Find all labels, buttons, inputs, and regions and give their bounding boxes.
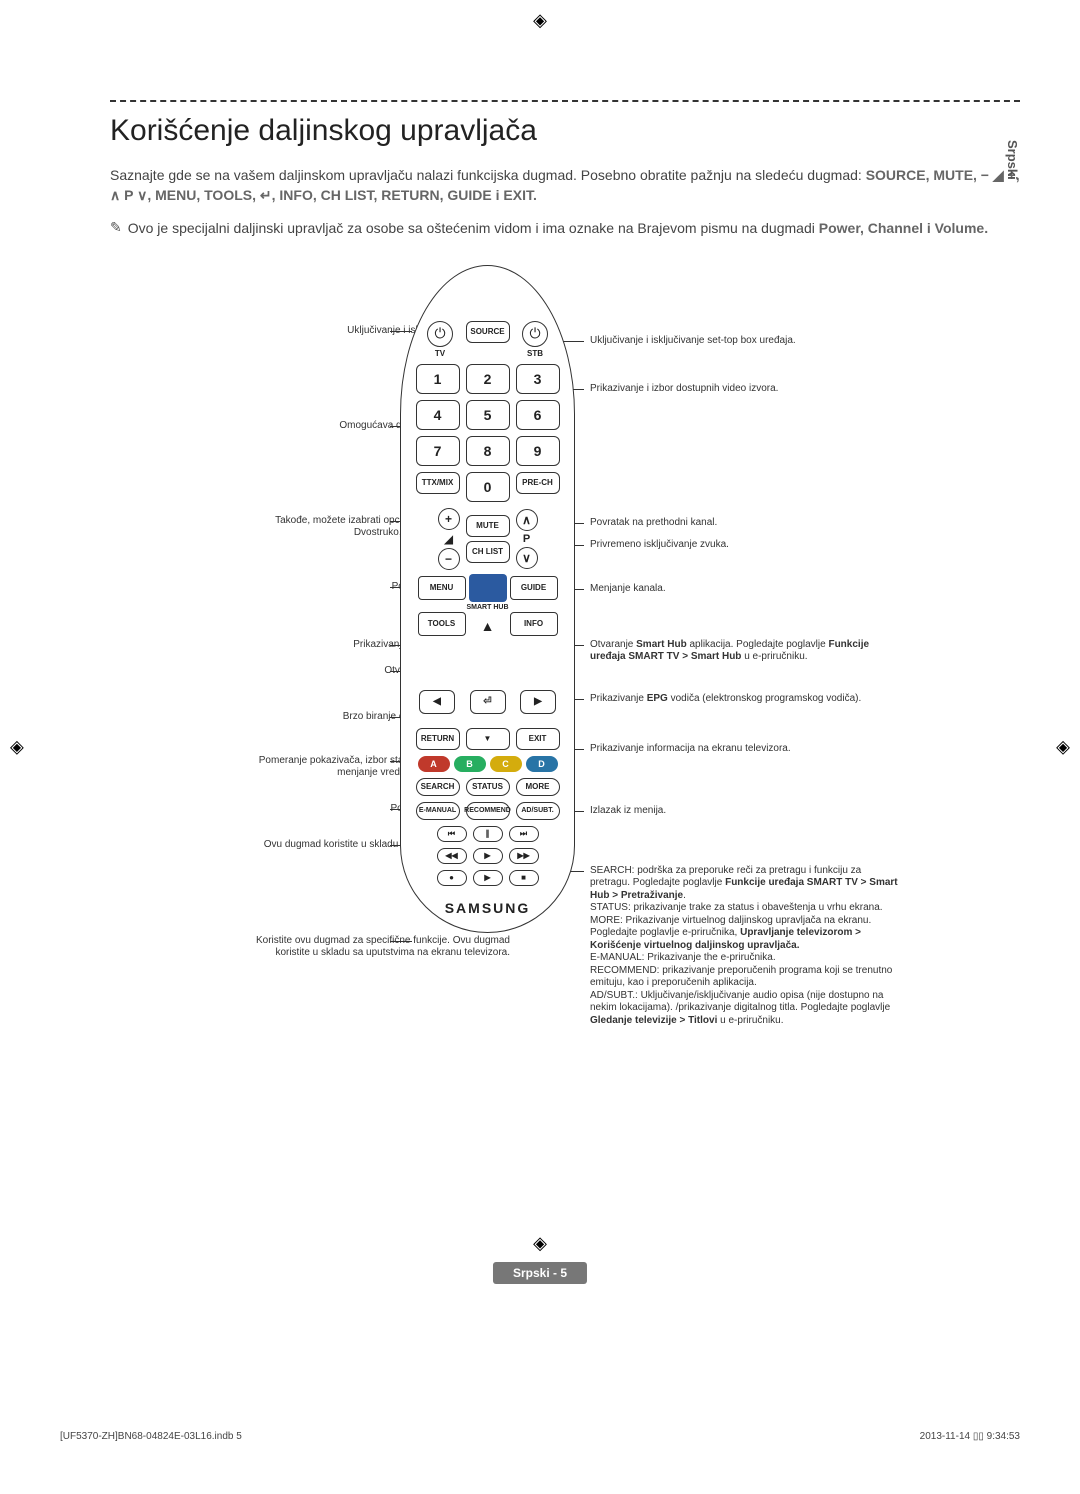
arrow-down-button[interactable]: ▼: [466, 728, 510, 750]
vol-down-button[interactable]: −: [438, 548, 460, 570]
num-5[interactable]: 5: [466, 400, 510, 430]
adsubt-button[interactable]: AD/SUBT.: [516, 802, 560, 820]
tv-power-button[interactable]: ⏻: [427, 321, 453, 347]
language-side-label: Srpski: [1005, 140, 1020, 180]
arrow-left-button[interactable]: ◀: [419, 690, 455, 714]
crop-mark-top: ◈: [533, 10, 547, 31]
intro-paragraph: Saznajte gde se na vašem daljinskom upra…: [110, 166, 1020, 205]
prech-button[interactable]: PRE-CH: [516, 472, 560, 494]
note-icon: ✎: [110, 219, 122, 236]
vol-icon: ◢: [438, 532, 460, 546]
num-8[interactable]: 8: [466, 436, 510, 466]
p-label: P: [516, 533, 538, 545]
print-footer: [UF5370-ZH]BN68-04824E-03L16.indb 5 2013…: [60, 1431, 1020, 1442]
color-b-button[interactable]: B: [454, 756, 486, 772]
rewind-button[interactable]: ◀◀: [437, 848, 467, 864]
print-footer-left: [UF5370-ZH]BN68-04824E-03L16.indb 5: [60, 1431, 242, 1442]
search-button[interactable]: SEARCH: [416, 778, 460, 796]
return-button[interactable]: RETURN: [416, 728, 460, 750]
stop-button[interactable]: ■: [509, 870, 539, 886]
tools-button[interactable]: TOOLS: [418, 612, 466, 636]
chlist-button[interactable]: CH LIST: [466, 541, 510, 563]
crop-mark-bottom: ◈: [533, 1233, 547, 1254]
num-7[interactable]: 7: [416, 436, 460, 466]
smarthub-label: SMART HUB: [467, 604, 509, 611]
emanual-button[interactable]: E-MANUAL: [416, 802, 460, 820]
arrow-up-icon[interactable]: ▲: [481, 618, 495, 634]
info-button[interactable]: INFO: [510, 612, 558, 636]
num-2[interactable]: 2: [466, 364, 510, 394]
skip-fwd-button[interactable]: ⏭: [509, 826, 539, 842]
play-button[interactable]: ▶: [473, 848, 503, 864]
num-0[interactable]: 0: [466, 472, 510, 502]
note-text: Ovo je specijalni daljinski upravljač za…: [128, 219, 988, 239]
vol-up-button[interactable]: +: [438, 508, 460, 530]
more-button[interactable]: MORE: [516, 778, 560, 796]
exit-button[interactable]: EXIT: [516, 728, 560, 750]
num-9[interactable]: 9: [516, 436, 560, 466]
guide-button[interactable]: GUIDE: [510, 576, 558, 600]
num-3[interactable]: 3: [516, 364, 560, 394]
callout-right: Povratak na prethodni kanal.: [590, 517, 900, 530]
record-button[interactable]: ●: [437, 870, 467, 886]
callout-right: Privremeno isključivanje zvuka.: [590, 539, 900, 552]
callout-right: Otvaranje Smart Hub aplikacija. Pogledaj…: [590, 639, 900, 664]
stb-power-button[interactable]: ⏻: [522, 321, 548, 347]
source-button[interactable]: SOURCE: [466, 321, 510, 343]
num-6[interactable]: 6: [516, 400, 560, 430]
arrow-right-button[interactable]: ▶: [520, 690, 556, 714]
brand-logo: SAMSUNG: [409, 900, 566, 916]
note-row: ✎ Ovo je specijalni daljinski upravljač …: [110, 219, 1020, 239]
callout-right: Uključivanje i isključivanje set-top box…: [590, 335, 900, 348]
recommend-button[interactable]: RECOMMEND: [466, 802, 510, 820]
callout-right: SEARCH: podrška za preporuke reči za pre…: [590, 865, 900, 1028]
status-button[interactable]: STATUS: [466, 778, 510, 796]
callout-right: Prikazivanje i izbor dostupnih video izv…: [590, 383, 900, 396]
remote-control: ⏻ TV SOURCE ⏻ STB 123 456 789 TTX/MIX: [400, 265, 575, 933]
callout-left: Koristite ovu dugmad za specifične funkc…: [240, 935, 510, 960]
ttx-button[interactable]: TTX/MIX: [416, 472, 460, 494]
page-title: Korišćenje daljinskog upravljača: [110, 114, 1020, 148]
intro-text: Saznajte gde se na vašem daljinskom upra…: [110, 167, 866, 183]
play2-button[interactable]: ▶: [473, 870, 503, 886]
color-a-button[interactable]: A: [418, 756, 450, 772]
section-divider: [110, 100, 1020, 102]
pause-button[interactable]: ∥: [473, 826, 503, 842]
tv-label: TV: [427, 349, 453, 358]
page-number-badge: Srpski - 5: [493, 1262, 587, 1284]
color-c-button[interactable]: C: [490, 756, 522, 772]
nav-cluster: ◀ ⏎ ▶: [409, 682, 566, 722]
remote-diagram: Uključivanje i isključivanje televizora.…: [110, 265, 1020, 1165]
print-footer-right: 2013-11-14 ▯▯ 9:34:53: [920, 1431, 1020, 1442]
dpad: MENU GUIDE SMART HUB TOOLS INFO ▲: [418, 576, 558, 676]
callout-right: Izlazak iz menija.: [590, 805, 900, 818]
color-d-button[interactable]: D: [526, 756, 558, 772]
ch-up-button[interactable]: ∧: [516, 509, 538, 531]
enter-button[interactable]: ⏎: [470, 690, 506, 714]
smarthub-button[interactable]: [469, 574, 507, 602]
callout-right: Menjanje kanala.: [590, 583, 900, 596]
color-buttons-row: A B C D: [409, 756, 566, 772]
menu-button[interactable]: MENU: [418, 576, 466, 600]
crop-mark-right: ◈: [1056, 737, 1070, 758]
ffwd-button[interactable]: ▶▶: [509, 848, 539, 864]
stb-label: STB: [522, 349, 548, 358]
callout-right: Prikazivanje informacija na ekranu telev…: [590, 743, 900, 756]
skip-back-button[interactable]: ⏮: [437, 826, 467, 842]
num-4[interactable]: 4: [416, 400, 460, 430]
callout-right: Prikazivanje EPG vodiča (elektronskog pr…: [590, 693, 900, 706]
mute-button[interactable]: MUTE: [466, 515, 510, 537]
crop-mark-left: ◈: [10, 737, 24, 758]
ch-down-button[interactable]: ∨: [516, 547, 538, 569]
num-1[interactable]: 1: [416, 364, 460, 394]
